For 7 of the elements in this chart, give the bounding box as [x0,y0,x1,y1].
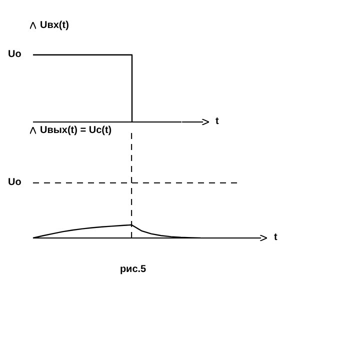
text: Uo [8,48,22,60]
y-axis-title: Uвх(t) [40,20,69,31]
x-axis-title: t [274,232,278,243]
x-axis-title: t [216,116,219,127]
text: рис.5 [120,264,146,275]
y-axis-title: Uвых(t) = Uc(t) [40,125,112,136]
ref-line-label: Uo [8,176,22,188]
